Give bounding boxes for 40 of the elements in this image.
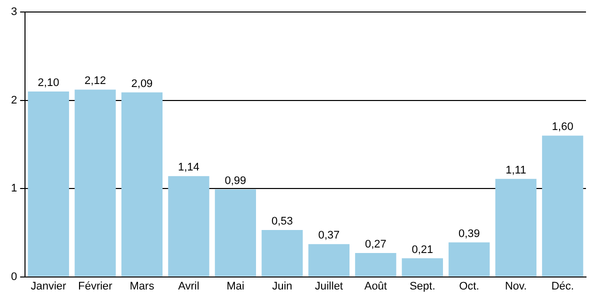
bar [308, 244, 350, 276]
data-label: 2,10 [38, 76, 60, 89]
data-label: 0,39 [458, 228, 480, 240]
bar [448, 242, 490, 276]
bar [262, 230, 303, 276]
bar [402, 258, 443, 276]
x-tick-label: Sept. [410, 280, 436, 292]
x-tick-label: Mars [130, 280, 155, 292]
x-tick-label: Déc. [551, 280, 574, 292]
y-tick-label: 1 [10, 182, 18, 195]
x-tick-label: Août [364, 280, 387, 292]
x-tick-label: Juillet [314, 280, 343, 292]
data-label: 0,53 [271, 216, 293, 228]
data-label: 1,14 [178, 162, 200, 174]
x-tick-label: Février [78, 280, 113, 292]
bar [74, 90, 116, 276]
x-tick-label: Oct. [459, 280, 480, 292]
x-tick-label: Juin [272, 280, 292, 292]
bar [495, 178, 536, 276]
y-tick-label: 2 [10, 94, 18, 106]
bar [355, 252, 396, 276]
data-label: 0,27 [364, 238, 386, 250]
bar [214, 189, 256, 276]
data-label: 0,99 [224, 174, 246, 187]
y-tick-label: 3 [10, 6, 18, 18]
x-tick-label: Janvier [30, 280, 67, 292]
bar [168, 176, 210, 276]
data-label: 1,11 [506, 164, 526, 176]
y-tick-label: 0 [10, 270, 18, 283]
x-tick-label: Mai [226, 280, 244, 292]
data-label: 2,09 [131, 78, 153, 90]
data-label: 0,37 [318, 230, 340, 242]
x-tick-label: Avril [178, 280, 200, 292]
data-label: 1,60 [552, 121, 574, 134]
x-tick-label: Nov. [504, 280, 527, 292]
data-label: 2,12 [84, 75, 106, 88]
data-label: 0,21 [412, 244, 434, 256]
bar [121, 92, 163, 276]
bar [542, 136, 584, 276]
bar [28, 91, 70, 276]
